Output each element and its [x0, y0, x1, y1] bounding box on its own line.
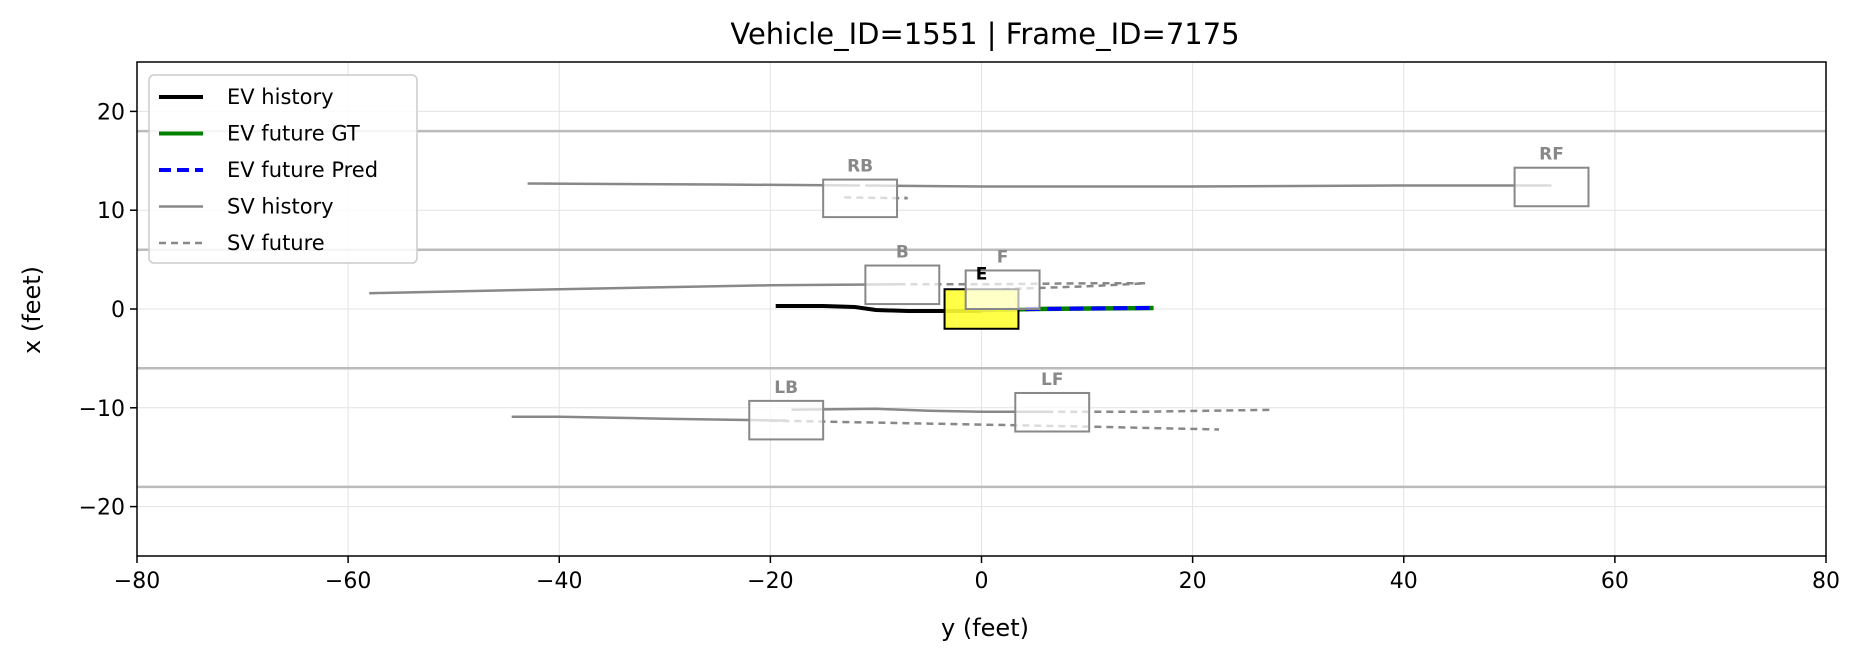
x-tick-label: −80 [114, 569, 160, 594]
sv-history-line [865, 184, 1552, 188]
y-tick-label: −20 [79, 496, 125, 521]
sv-history-line [511, 415, 787, 422]
sv-label: LF [1041, 370, 1063, 390]
x-tick-label: 60 [1601, 569, 1629, 594]
sv-future-line [844, 196, 908, 200]
sv-label: B [896, 243, 909, 263]
sv-box [1513, 166, 1590, 208]
x-tick-label: 40 [1390, 569, 1418, 594]
sv-box [1014, 391, 1091, 433]
sv-label: LB [774, 378, 798, 398]
legend-label: SV history [227, 195, 334, 219]
sv-label: F [997, 247, 1009, 267]
sv-box [864, 264, 941, 306]
sv-history-line [369, 283, 903, 295]
y-axis-label: x (feet) [18, 266, 46, 354]
legend-label: EV future GT [227, 122, 360, 146]
x-axis-label: y (feet) [941, 614, 1029, 642]
ego-label: E [976, 264, 988, 284]
y-axis-ticks: −20 −10 0 10 20 [79, 100, 137, 521]
y-tick-label: 20 [97, 100, 125, 125]
sv-label: RB [847, 157, 873, 177]
grid-lines [136, 62, 1827, 556]
sv-box [964, 269, 1041, 310]
legend-label: EV history [227, 85, 334, 109]
sv-history-line [791, 407, 1053, 414]
legend-label: EV future Pred [227, 158, 378, 182]
legend-label: SV future [227, 231, 325, 255]
y-tick-label: 0 [111, 298, 125, 323]
sv-box [748, 399, 825, 441]
x-tick-label: 80 [1812, 569, 1840, 594]
x-axis-ticks: −80 −60 −40 −20 0 20 40 60 80 [114, 556, 1840, 594]
sv-label: RF [1539, 145, 1564, 165]
x-tick-label: 0 [975, 569, 989, 594]
x-tick-label: 20 [1179, 569, 1207, 594]
legend-box [148, 74, 418, 264]
legend: EV history EV future GT EV future Pred SV h… [148, 74, 418, 264]
sv-future-line [1034, 408, 1272, 414]
sv-box [822, 178, 899, 219]
sv-future-line [770, 419, 1220, 431]
x-tick-label: −60 [325, 569, 371, 594]
sv-history-line [527, 182, 861, 187]
y-tick-label: −10 [79, 397, 125, 422]
vehicle-boxes: RB RF B F LB LF E [748, 145, 1590, 441]
chart-title: Vehicle_ID=1551 | Frame_ID=7175 [730, 17, 1239, 51]
lane-lines [137, 129, 1826, 489]
x-tick-label: −20 [747, 569, 793, 594]
x-tick-label: −40 [536, 569, 582, 594]
y-tick-label: 10 [97, 199, 125, 224]
